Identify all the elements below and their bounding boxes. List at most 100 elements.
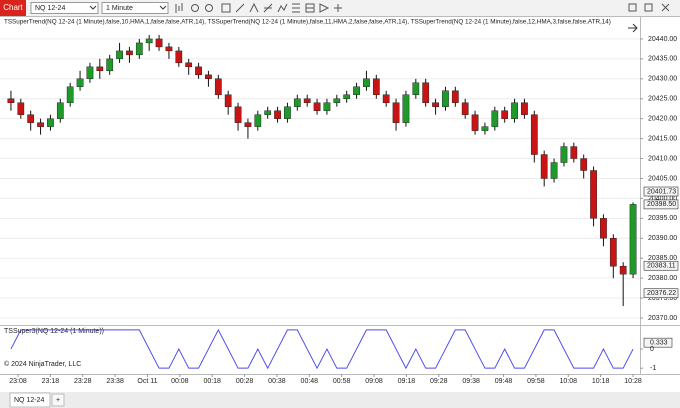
x-tick-label: 09:08	[365, 378, 383, 385]
x-tick-label: 23:08	[9, 378, 27, 385]
candle-body	[145, 38, 153, 44]
tab-bar	[0, 392, 680, 408]
instrument-tab-label: NQ 12-24	[14, 397, 44, 404]
add-tab[interactable]	[51, 393, 65, 407]
x-tick-label: 09:48	[495, 378, 513, 385]
dropdown-arrow	[89, 5, 97, 10]
candle-body	[234, 106, 242, 123]
candle-body	[224, 94, 232, 107]
candle-body	[521, 102, 528, 115]
y-tick-label: 20395.00	[648, 215, 677, 222]
candle-body	[540, 154, 548, 179]
x-tick-label: 10:08	[559, 378, 577, 385]
candle-body	[343, 94, 351, 99]
y-tick-label: 20390.00	[648, 235, 677, 242]
scroll-arrow[interactable]	[628, 23, 638, 33]
y-tick-label: 20415.00	[648, 135, 677, 142]
candle-body	[86, 66, 94, 79]
candle-body	[629, 204, 637, 275]
candle-body	[155, 38, 163, 48]
candle-body	[491, 110, 499, 127]
x-tick-label: 00:48	[301, 378, 319, 385]
interval-select[interactable]	[101, 2, 169, 14]
x-tick-label: 23:18	[42, 378, 60, 385]
candle-body	[451, 90, 459, 103]
y-tick-label: 0.333	[650, 340, 668, 347]
instrument-tab[interactable]	[9, 392, 51, 408]
x-tick-label: 00:18	[203, 378, 221, 385]
candle-body	[244, 122, 252, 127]
candle-body	[96, 66, 104, 72]
candle-body	[175, 50, 183, 64]
candle-body	[47, 118, 54, 127]
candle-body	[126, 50, 133, 56]
window-controls[interactable]	[628, 3, 670, 12]
price-marker-label: 20401.73	[647, 188, 676, 195]
y-tick-label: 20425.00	[648, 96, 677, 103]
candle-body	[550, 162, 558, 179]
indicator-line	[10, 328, 634, 370]
candle-body	[116, 50, 123, 60]
y-tick-label: 20400.00	[648, 195, 677, 202]
toolbar-icons[interactable]	[175, 2, 342, 13]
candle-body	[580, 158, 588, 171]
x-tick-label: 10:28	[624, 378, 642, 385]
x-tick-label: 00:08	[171, 378, 189, 385]
candle-body	[590, 170, 597, 219]
interval-label: 1 Minute	[106, 5, 133, 12]
x-tick-label: 09:18	[398, 378, 416, 385]
candle-body	[313, 102, 321, 111]
candle-body	[195, 66, 202, 76]
candle-body	[37, 122, 44, 127]
chart-tab[interactable]	[0, 0, 26, 16]
candle-body	[7, 98, 15, 103]
candle-body	[570, 146, 578, 159]
candle-body	[461, 102, 469, 115]
candle-body	[471, 114, 479, 131]
candle-body	[511, 102, 518, 119]
candle-body	[560, 146, 568, 163]
candle-body	[422, 82, 430, 103]
candle-body	[27, 114, 35, 123]
price-marker-label: 20383.11	[647, 263, 676, 270]
instrument-select[interactable]	[30, 2, 99, 14]
copyright: © 2024 NinjaTrader, LLC	[4, 360, 81, 368]
value-box	[643, 337, 673, 348]
y-tick-label: 20420.00	[648, 116, 677, 123]
dropdown-arrow	[159, 5, 167, 10]
x-tick-label: 00:58	[333, 378, 351, 385]
indicator-title: TSSuper3(NQ 12-24 (1 Minute))	[4, 328, 104, 335]
candle-body	[402, 94, 410, 123]
y-tick-label: 20375.00	[648, 295, 677, 302]
y-tick-label: 20405.00	[648, 175, 677, 182]
x-tick-label: 09:58	[527, 378, 545, 385]
candle-body	[481, 126, 489, 131]
candle-body	[442, 90, 449, 107]
candle-body	[56, 102, 64, 119]
price-marker-label: 20398.50	[647, 201, 676, 208]
x-tick-label: 23:38	[106, 378, 124, 385]
price-marker	[643, 288, 679, 299]
candle-body	[284, 106, 291, 119]
candle-body	[333, 98, 341, 103]
candle-body	[412, 82, 420, 95]
y-tick-label: 20440.00	[648, 36, 677, 43]
y-tick-label: -1	[650, 365, 656, 372]
x-tick-label: 23:28	[74, 378, 92, 385]
candle-body	[323, 102, 331, 111]
indicator-legend: TSSuperTrend(NQ 12-24 (1 Minute),false,1…	[4, 19, 611, 26]
candle-body	[530, 114, 538, 155]
x-tick-label: 00:38	[268, 378, 286, 385]
candle-body	[353, 86, 360, 95]
candle-body	[214, 78, 222, 95]
y-tick-label: 20435.00	[648, 56, 677, 63]
candle-body	[274, 110, 281, 119]
candle-body	[76, 78, 84, 87]
x-tick-label: Oct 11	[137, 378, 157, 385]
candle-body	[106, 58, 114, 72]
candle-body	[432, 102, 439, 107]
candle-body	[264, 110, 272, 115]
instrument-label: NQ 12-24	[35, 5, 65, 12]
candle-body	[135, 42, 143, 56]
